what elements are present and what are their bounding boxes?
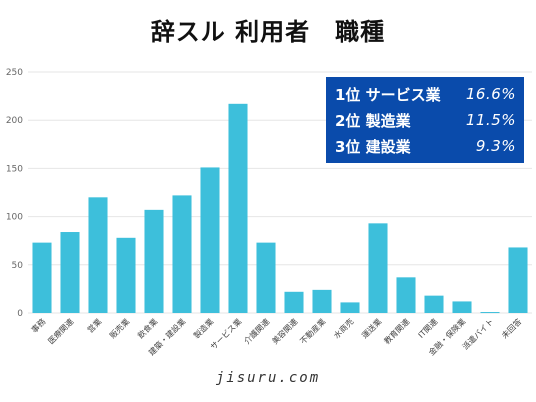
chart-title: 辞スル 利用者 職種: [150, 18, 386, 46]
x-tick-label: IT関連: [416, 316, 440, 340]
x-tick-label: 製造業: [191, 316, 215, 340]
bar-6: [172, 195, 192, 313]
x-tick-label: 医療関連: [46, 316, 76, 346]
ranking-row-2: 2位 製造業 11.5%: [335, 107, 516, 133]
bar-12: [340, 302, 360, 313]
x-tick-label: 運送業: [359, 316, 383, 340]
y-tick-label: 250: [6, 68, 23, 78]
ranking-percent-3: 9.3%: [475, 137, 516, 155]
ranking-row-1: 1位 サービス業 16.6%: [335, 81, 516, 107]
x-tick-label: 水商売: [331, 316, 355, 340]
bar-16: [452, 301, 472, 313]
ranking-percent-1: 16.6%: [465, 85, 516, 103]
x-tick-label: 販売業: [107, 316, 131, 340]
ranking-percent-2: 11.5%: [465, 111, 516, 129]
y-tick-label: 100: [6, 213, 23, 223]
x-tick-label: 飲食業: [135, 316, 159, 340]
bar-8: [228, 103, 248, 313]
x-tick-label: 事務: [29, 316, 47, 334]
bar-17: [480, 312, 500, 314]
bar-11: [312, 289, 332, 313]
site-url: jisuru.com: [215, 370, 321, 386]
ranking-label-3: 3位 建設業: [335, 137, 411, 156]
bar-4: [116, 237, 136, 313]
x-tick-label: 未回答: [499, 316, 523, 340]
bar-1: [32, 242, 52, 313]
bar-10: [284, 291, 304, 313]
y-tick-label: 200: [6, 116, 23, 126]
x-tick-label: 介護関連: [242, 316, 272, 346]
bar-18: [508, 247, 528, 313]
bars: [32, 103, 528, 314]
bar-15: [424, 295, 444, 313]
x-tick-label: 営業: [85, 316, 103, 334]
ranking-row-3: 3位 建設業 9.3%: [335, 133, 516, 159]
y-tick-label: 150: [6, 164, 23, 174]
bar-3: [88, 197, 108, 313]
y-tick-label: 0: [17, 309, 23, 319]
x-tick-label: 教育関連: [382, 316, 412, 346]
bar-14: [396, 277, 416, 313]
grid-lines: [28, 71, 532, 314]
ranking-box: 1位 サービス業 16.6% 2位 製造業 11.5% 3位 建設業 9.3%: [326, 77, 524, 163]
y-axis-ticks: 0 50 100 150 200 250: [6, 68, 23, 319]
bar-2: [60, 232, 80, 313]
x-tick-label: 美容関連: [270, 316, 300, 346]
ranking-label-2: 2位 製造業: [335, 111, 411, 130]
bar-9: [256, 242, 276, 313]
bar-5: [144, 209, 164, 313]
bar-7: [200, 167, 220, 313]
y-tick-label: 50: [12, 261, 24, 271]
x-tick-label: 不動産業: [298, 316, 328, 346]
bar-13: [368, 223, 388, 313]
ranking-label-1: 1位 サービス業: [335, 85, 441, 104]
